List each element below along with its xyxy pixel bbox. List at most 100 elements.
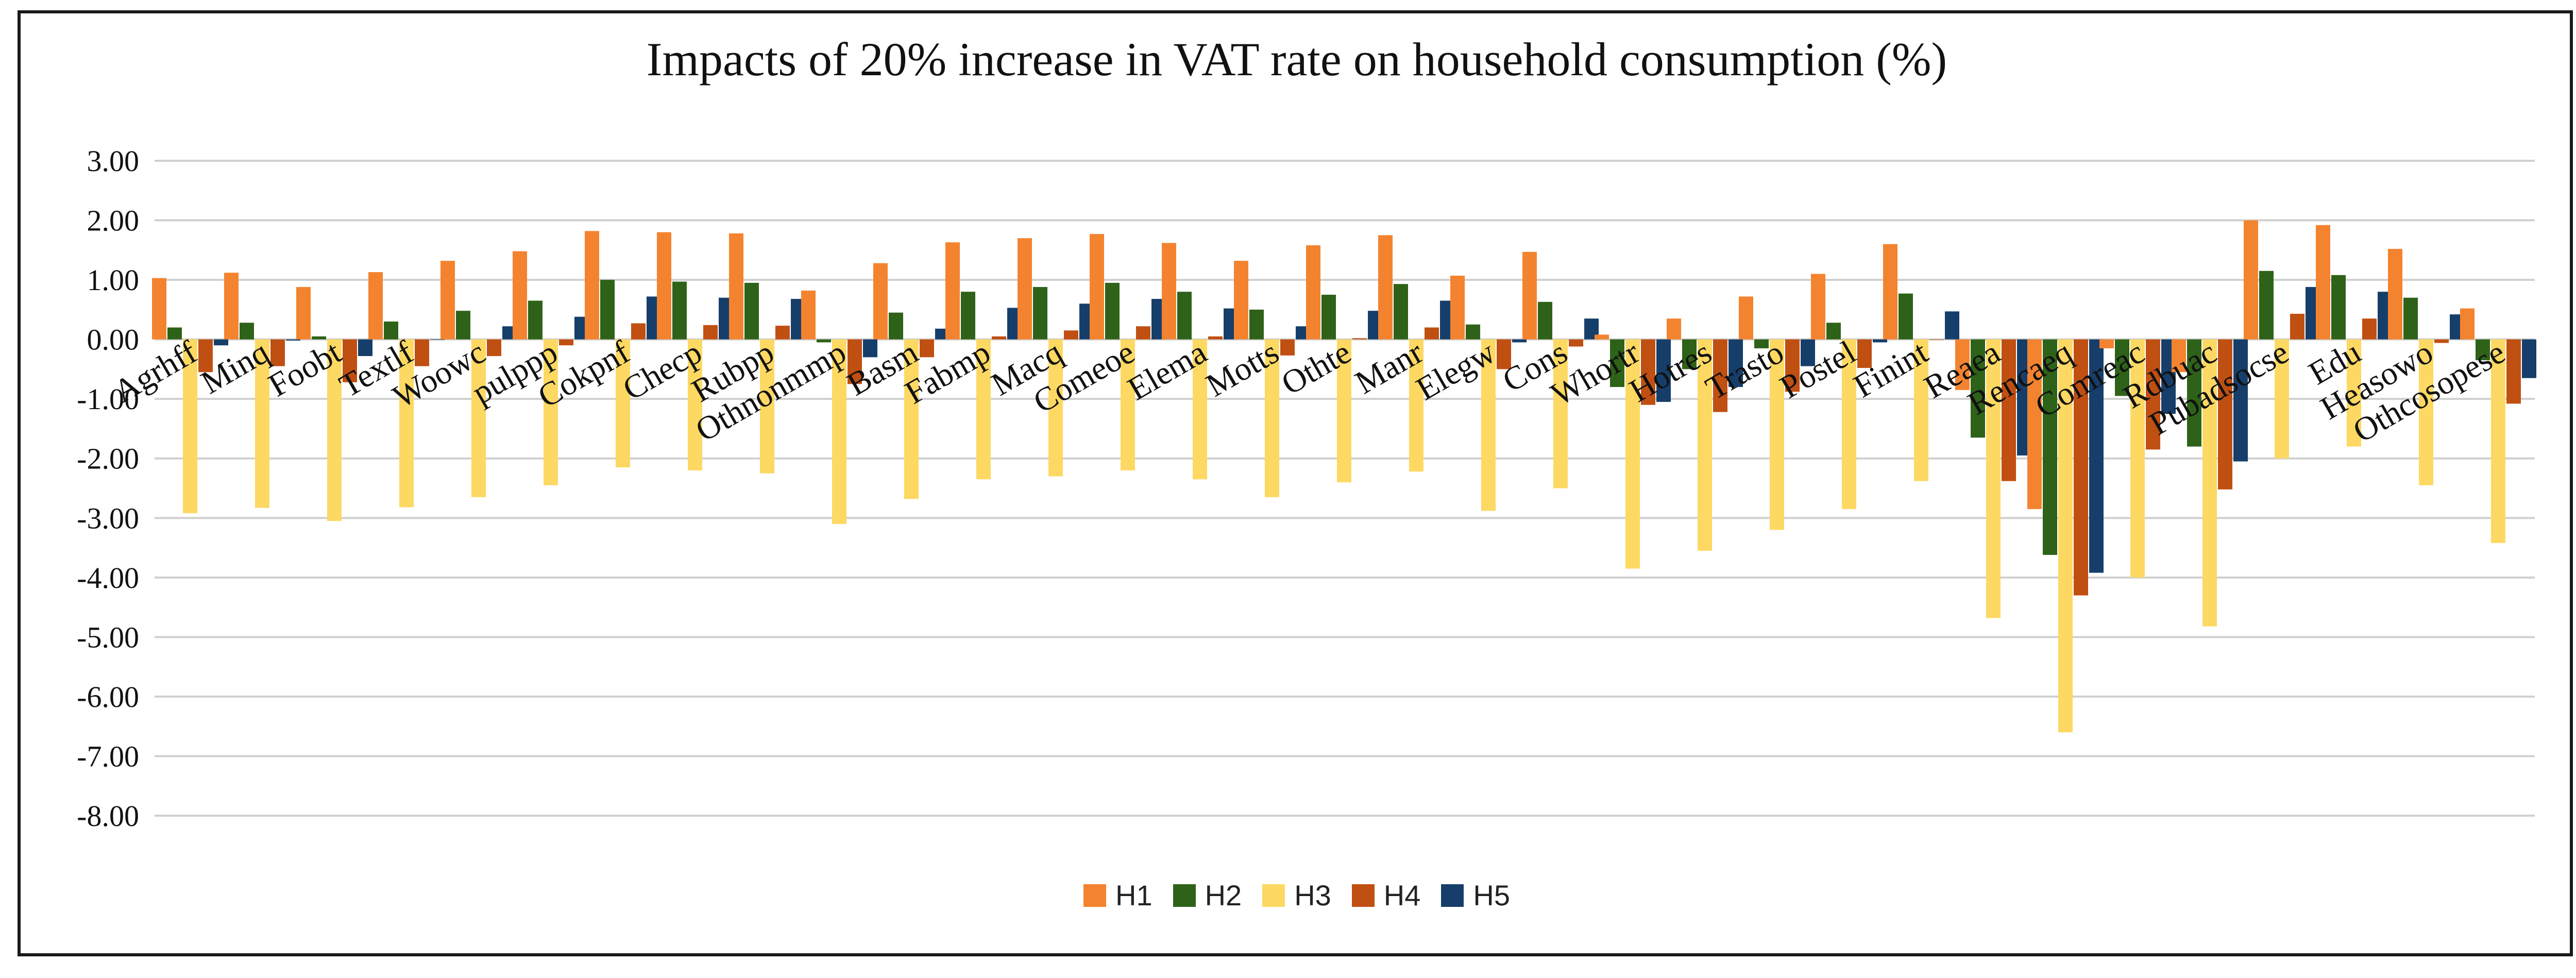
- bar-h4-textlf: [415, 339, 429, 366]
- bar-h2-woowc: [456, 311, 470, 340]
- bar-h2-foobt: [312, 336, 326, 340]
- bar-h3-comreac: [2130, 339, 2145, 578]
- chart-title: Impacts of 20% increase in VAT rate on h…: [646, 33, 1947, 86]
- bar-h4-woowc: [487, 339, 501, 356]
- bar-h3-othte: [1337, 339, 1351, 482]
- bar-h3-rencaeq: [2058, 339, 2073, 733]
- legend: H1 H2 H3 H4 H5: [0, 879, 2576, 912]
- chart-frame: [18, 10, 2573, 956]
- legend-swatch: [1083, 884, 1107, 907]
- bar-h1-edu: [2316, 225, 2330, 340]
- bar-h1-postel: [1811, 274, 1825, 340]
- bar-h3-elema: [1193, 339, 1207, 480]
- bar-h1-agrhff: [152, 278, 166, 340]
- bar-h2-fabmp: [961, 292, 975, 340]
- bar-h4-checp: [703, 325, 718, 340]
- bar-h4-fabmp: [992, 336, 1006, 340]
- bar-h2-othcosopese: [2476, 339, 2490, 361]
- bar-h1-comreac: [2099, 339, 2114, 348]
- bar-h4-rencaeq: [2074, 339, 2088, 596]
- legend-item-h3: H3: [1262, 879, 1331, 912]
- legend-item-h2: H2: [1173, 879, 1242, 912]
- bar-h1-fabmp: [945, 242, 960, 340]
- y-tick-label: -6.00: [77, 680, 139, 714]
- bar-h2-othnonmmp: [817, 339, 831, 343]
- bar-h2-trasto: [1754, 339, 1769, 348]
- y-tick-label: -4.00: [77, 561, 139, 595]
- bar-h1-rencaeq: [2027, 339, 2042, 509]
- y-axis-ticks: 3.00 2.00 1.00 0.00 -1.00 -2.00 -3.00 -4.00 -5.0…: [77, 144, 139, 833]
- bar-h4-rubpp: [775, 326, 790, 340]
- bar-h4-othnonmmp: [848, 339, 862, 384]
- bar-h2-agrhff: [167, 327, 182, 340]
- bar-h3-othnonmmp: [832, 339, 846, 524]
- bar-h4-agrhff: [198, 339, 213, 373]
- bar-h5-finint: [1945, 311, 1959, 340]
- y-tick-label: 1.00: [87, 263, 140, 297]
- y-tick-label: -8.00: [77, 799, 139, 833]
- bar-h3-whortr: [1625, 339, 1640, 569]
- bar-h4-elema: [1208, 336, 1223, 340]
- bar-h3-rdbuac: [2202, 339, 2217, 627]
- legend-item-h5: H5: [1441, 879, 1510, 912]
- bar-h3-heasowo: [2419, 339, 2433, 485]
- bar-h3-macq: [1048, 339, 1063, 477]
- bar-h4-comreac: [2146, 339, 2160, 450]
- bar-h1-whortr: [1595, 334, 1609, 340]
- bar-h4-basm: [920, 339, 934, 358]
- bar-h2-pubadsocse: [2259, 271, 2274, 340]
- bar-h5-trasto: [1801, 339, 1815, 366]
- bar-h2-comeoe: [1105, 282, 1120, 340]
- bar-h3-fabmp: [976, 339, 991, 480]
- bar-h2-elegw: [1466, 324, 1480, 340]
- bar-h5-elegw: [1512, 339, 1527, 343]
- bar-h2-cons: [1538, 301, 1552, 340]
- bar-h2-hotres: [1682, 339, 1697, 369]
- legend-label: H2: [1205, 879, 1242, 912]
- bar-h3-hotres: [1698, 339, 1712, 551]
- bar-h1-othte: [1306, 245, 1320, 340]
- bar-h4-cons: [1569, 339, 1583, 347]
- legend-swatch: [1262, 884, 1285, 907]
- y-tick-label: -1.00: [77, 382, 139, 416]
- bar-h3-agrhff: [183, 339, 197, 514]
- legend-label: H3: [1294, 879, 1331, 912]
- y-tick-label: -3.00: [77, 501, 139, 535]
- bar-h3-foobt: [327, 339, 342, 521]
- bar-h5-rdbuac: [2233, 339, 2248, 462]
- bar-h2-checp: [672, 281, 687, 340]
- bar-h4-postel: [1857, 339, 1872, 368]
- legend-swatch: [1441, 884, 1464, 907]
- bar-h4-edu: [2362, 318, 2377, 340]
- y-tick-label: 0.00: [87, 323, 140, 357]
- bar-h1-foobt: [296, 286, 311, 340]
- bar-h1-manr: [1378, 235, 1393, 340]
- bar-h4-motts: [1280, 339, 1295, 356]
- bar-h5-othcosopese: [2522, 339, 2536, 378]
- bar-h3-minq: [255, 339, 269, 508]
- bar-h4-whortr: [1641, 339, 1655, 405]
- bar-h2-finint: [1899, 293, 1913, 340]
- bar-h4-reaea: [2002, 339, 2016, 481]
- bar-h1-trasto: [1739, 296, 1753, 340]
- legend-item-h1: H1: [1083, 879, 1153, 912]
- bar-h3-postel: [1842, 339, 1856, 509]
- bar-h1-comeoe: [1090, 234, 1104, 340]
- bar-h3-reaea: [1986, 339, 2001, 618]
- y-tick-label: -2.00: [77, 442, 139, 476]
- bar-h3-comeoe: [1121, 339, 1135, 470]
- bar-h1-checp: [657, 232, 671, 340]
- bar-h5-foobt: [358, 339, 372, 356]
- bar-h3-checp: [688, 339, 702, 470]
- legend-swatch: [1173, 884, 1196, 907]
- bar-h2-manr: [1394, 284, 1408, 340]
- bar-h3-rubpp: [760, 339, 774, 474]
- y-tick-label: -7.00: [77, 739, 139, 773]
- bar-h5-whortr: [1656, 339, 1671, 402]
- bar-h3-othcosopese: [2491, 339, 2505, 543]
- bar-h3-cokpnf: [616, 339, 630, 468]
- bar-h2-rdbuac: [2187, 339, 2201, 447]
- legend-label: H5: [1473, 879, 1510, 912]
- bar-h5-postel: [1873, 339, 1887, 343]
- y-tick-label: -5.00: [77, 620, 139, 654]
